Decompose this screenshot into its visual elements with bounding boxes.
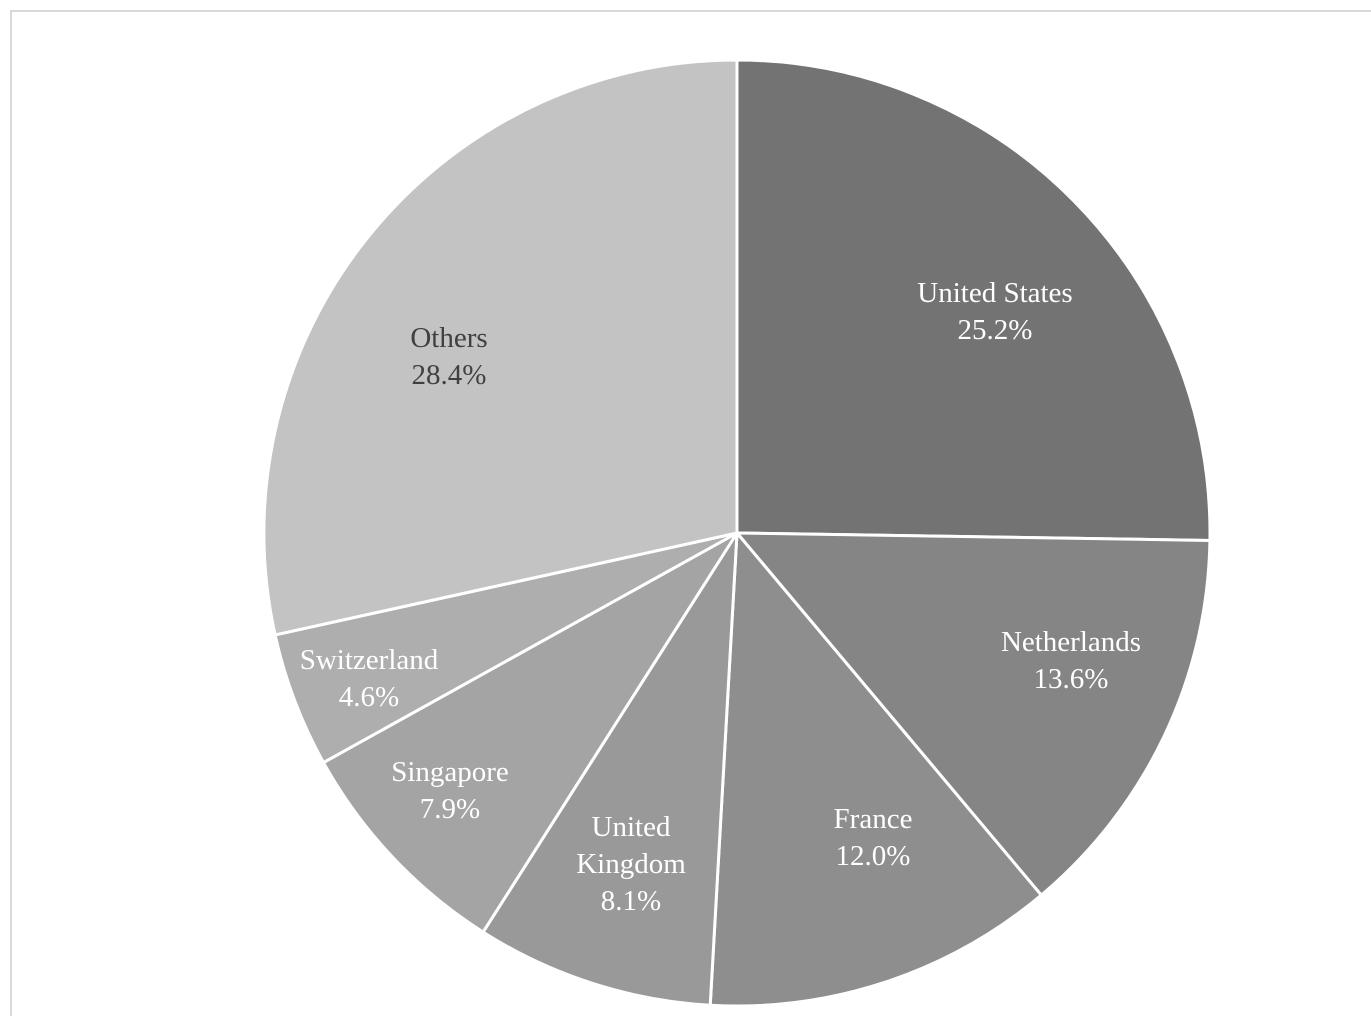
pie-slice-singapore: [321, 531, 739, 934]
slice-name-label: France: [834, 803, 913, 835]
slice-percent-label: 12.0%: [836, 840, 911, 872]
pie-slice-netherlands: [735, 531, 1212, 897]
slice-name-label: Switzerland: [300, 644, 439, 676]
pie-slice-france: [708, 531, 1043, 1008]
slice-name-label: Kingdom: [576, 848, 686, 880]
data-label-singapore: Singapore 7.9%: [391, 756, 509, 825]
pie-slice-united-states: [735, 58, 1212, 542]
slice-percent-label: 13.6%: [1034, 663, 1109, 695]
slice-percent-label: 4.6%: [339, 681, 399, 713]
data-label-netherlands: Netherlands 13.6%: [1001, 626, 1141, 695]
slice-percent-label: 28.4%: [412, 359, 487, 391]
slice-name-label: United States: [917, 277, 1072, 309]
slice-name-label: United: [592, 811, 671, 843]
data-label-france: France 12.0%: [834, 803, 913, 872]
slice-percent-label: 7.9%: [420, 793, 480, 825]
data-label-others: Others 28.4%: [410, 322, 487, 391]
pie-slice-others: [262, 58, 739, 637]
pie-slice-united-kingdom: [481, 531, 739, 1007]
data-label-switzerland: Switzerland 4.6%: [300, 644, 439, 713]
slice-percent-label: 8.1%: [601, 885, 661, 917]
slice-name-label: Netherlands: [1001, 626, 1141, 658]
pie-slices: [262, 58, 1212, 1008]
data-label-united-kingdom: United Kingdom 8.1%: [576, 811, 686, 917]
slice-name-label: Others: [410, 322, 487, 354]
data-label-united-states: United States 25.2%: [917, 277, 1072, 346]
slice-name-label: Singapore: [391, 756, 509, 788]
slice-percent-label: 25.2%: [958, 314, 1033, 346]
pie-labels: United States 25.2% Netherlands 13.6% France…: [300, 277, 1141, 917]
